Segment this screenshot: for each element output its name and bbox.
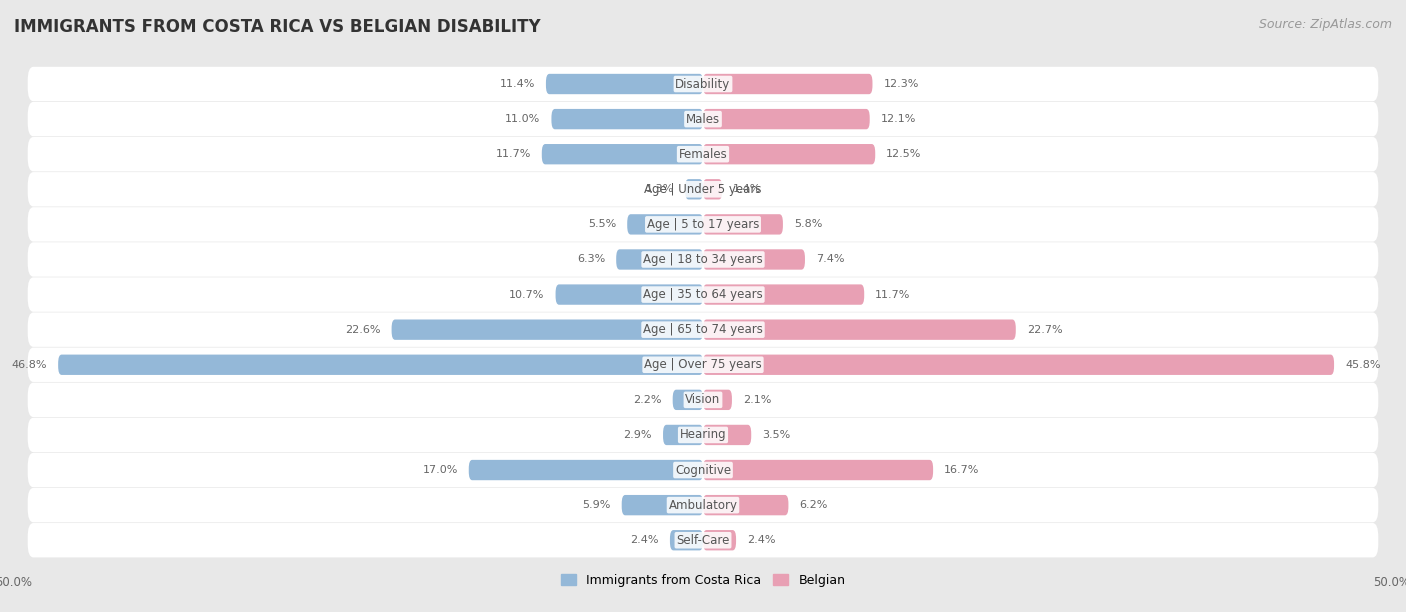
Text: 6.3%: 6.3% <box>576 255 605 264</box>
Text: Cognitive: Cognitive <box>675 463 731 477</box>
FancyBboxPatch shape <box>555 285 703 305</box>
FancyBboxPatch shape <box>28 523 1378 558</box>
FancyBboxPatch shape <box>28 172 1378 206</box>
Text: 2.9%: 2.9% <box>623 430 652 440</box>
FancyBboxPatch shape <box>28 242 1378 277</box>
FancyBboxPatch shape <box>28 488 1378 522</box>
Text: 5.9%: 5.9% <box>582 500 610 510</box>
FancyBboxPatch shape <box>703 74 873 94</box>
Text: 12.1%: 12.1% <box>880 114 917 124</box>
FancyBboxPatch shape <box>28 207 1378 242</box>
FancyBboxPatch shape <box>616 249 703 270</box>
Text: Females: Females <box>679 147 727 161</box>
Text: Age | 65 to 74 years: Age | 65 to 74 years <box>643 323 763 336</box>
FancyBboxPatch shape <box>28 67 1378 101</box>
FancyBboxPatch shape <box>703 495 789 515</box>
Text: 22.6%: 22.6% <box>344 325 381 335</box>
Text: Vision: Vision <box>685 394 721 406</box>
FancyBboxPatch shape <box>703 179 723 200</box>
Text: 2.4%: 2.4% <box>630 536 659 545</box>
Text: 2.4%: 2.4% <box>747 536 776 545</box>
Text: Age | Under 5 years: Age | Under 5 years <box>644 183 762 196</box>
FancyBboxPatch shape <box>28 277 1378 312</box>
Text: 2.1%: 2.1% <box>742 395 772 405</box>
Text: Males: Males <box>686 113 720 125</box>
Text: Source: ZipAtlas.com: Source: ZipAtlas.com <box>1258 18 1392 31</box>
Text: 1.3%: 1.3% <box>645 184 673 194</box>
Text: 12.3%: 12.3% <box>883 79 920 89</box>
FancyBboxPatch shape <box>664 425 703 445</box>
Text: 5.8%: 5.8% <box>794 219 823 230</box>
FancyBboxPatch shape <box>703 425 751 445</box>
Text: 2.2%: 2.2% <box>633 395 662 405</box>
FancyBboxPatch shape <box>541 144 703 165</box>
Text: 7.4%: 7.4% <box>815 255 845 264</box>
Text: Self-Care: Self-Care <box>676 534 730 547</box>
FancyBboxPatch shape <box>703 214 783 234</box>
FancyBboxPatch shape <box>703 460 934 480</box>
FancyBboxPatch shape <box>703 144 875 165</box>
FancyBboxPatch shape <box>392 319 703 340</box>
Text: 16.7%: 16.7% <box>945 465 980 475</box>
Legend: Immigrants from Costa Rica, Belgian: Immigrants from Costa Rica, Belgian <box>555 569 851 592</box>
Text: 11.7%: 11.7% <box>875 289 911 299</box>
FancyBboxPatch shape <box>28 313 1378 347</box>
Text: 12.5%: 12.5% <box>886 149 922 159</box>
Text: 1.4%: 1.4% <box>734 184 762 194</box>
Text: 11.4%: 11.4% <box>499 79 534 89</box>
Text: 46.8%: 46.8% <box>11 360 48 370</box>
FancyBboxPatch shape <box>685 179 703 200</box>
Text: 6.2%: 6.2% <box>800 500 828 510</box>
FancyBboxPatch shape <box>546 74 703 94</box>
FancyBboxPatch shape <box>627 214 703 234</box>
FancyBboxPatch shape <box>703 530 737 550</box>
FancyBboxPatch shape <box>28 102 1378 136</box>
Text: 22.7%: 22.7% <box>1026 325 1063 335</box>
FancyBboxPatch shape <box>703 354 1334 375</box>
FancyBboxPatch shape <box>703 109 870 129</box>
Text: Ambulatory: Ambulatory <box>668 499 738 512</box>
FancyBboxPatch shape <box>703 249 806 270</box>
Text: Age | 18 to 34 years: Age | 18 to 34 years <box>643 253 763 266</box>
Text: IMMIGRANTS FROM COSTA RICA VS BELGIAN DISABILITY: IMMIGRANTS FROM COSTA RICA VS BELGIAN DI… <box>14 18 541 36</box>
FancyBboxPatch shape <box>669 530 703 550</box>
Text: 3.5%: 3.5% <box>762 430 790 440</box>
FancyBboxPatch shape <box>28 418 1378 452</box>
Text: 5.5%: 5.5% <box>588 219 616 230</box>
FancyBboxPatch shape <box>58 354 703 375</box>
FancyBboxPatch shape <box>28 348 1378 382</box>
FancyBboxPatch shape <box>28 137 1378 171</box>
FancyBboxPatch shape <box>28 453 1378 487</box>
Text: Disability: Disability <box>675 78 731 91</box>
Text: 10.7%: 10.7% <box>509 289 544 299</box>
FancyBboxPatch shape <box>468 460 703 480</box>
Text: Age | 5 to 17 years: Age | 5 to 17 years <box>647 218 759 231</box>
FancyBboxPatch shape <box>551 109 703 129</box>
FancyBboxPatch shape <box>672 390 703 410</box>
FancyBboxPatch shape <box>703 319 1015 340</box>
Text: Age | Over 75 years: Age | Over 75 years <box>644 358 762 371</box>
FancyBboxPatch shape <box>621 495 703 515</box>
Text: Age | 35 to 64 years: Age | 35 to 64 years <box>643 288 763 301</box>
Text: 17.0%: 17.0% <box>422 465 458 475</box>
Text: 11.7%: 11.7% <box>495 149 531 159</box>
FancyBboxPatch shape <box>28 382 1378 417</box>
Text: 11.0%: 11.0% <box>505 114 540 124</box>
FancyBboxPatch shape <box>703 285 865 305</box>
Text: 45.8%: 45.8% <box>1346 360 1381 370</box>
FancyBboxPatch shape <box>703 390 733 410</box>
Text: Hearing: Hearing <box>679 428 727 441</box>
